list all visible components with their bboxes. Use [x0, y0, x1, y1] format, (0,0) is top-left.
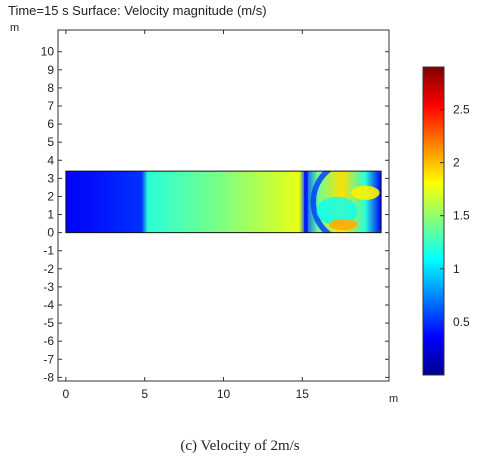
colorbar-tick-label: 1.5: [453, 209, 470, 223]
x-tick-label: 5: [141, 387, 148, 401]
y-tick-label: 6: [47, 117, 54, 131]
x-tick-label: 10: [217, 387, 231, 401]
x-axis-unit: m: [389, 393, 399, 405]
y-tick-label: 2: [47, 189, 54, 203]
velocity-field: [65, 171, 382, 233]
colorbar-tick-label: 2: [453, 156, 460, 170]
high-velocity-zone: [329, 218, 358, 231]
colorbar: [422, 66, 445, 376]
x-tick-label: 15: [296, 387, 310, 401]
y-tick-label: 10: [41, 45, 55, 59]
y-tick-label: -7: [43, 352, 54, 366]
y-tick-label: 8: [47, 81, 54, 95]
front-band: [303, 171, 308, 233]
y-tick-label: -6: [43, 334, 54, 348]
vortex-ring: [310, 171, 382, 233]
y-tick-label: -2: [43, 262, 54, 276]
colorbar-tick-label: 2.5: [453, 102, 470, 116]
colorbar-ticks: 0.5 1 1.5 2 2.5: [440, 102, 470, 329]
y-tick-label: 4: [47, 153, 54, 167]
y-tick-label: -5: [43, 316, 54, 330]
jet-streak: [351, 185, 380, 200]
y-tick-label: 3: [47, 171, 54, 185]
y-tick-label: 5: [47, 135, 54, 149]
y-tick-label: 1: [47, 208, 54, 222]
y-tick-label: 0: [47, 226, 54, 240]
y-tick-label: -1: [43, 244, 54, 258]
colorbar-tick-label: 1: [453, 262, 460, 276]
y-tick-label: -3: [43, 280, 54, 294]
y-tick-label: 7: [47, 99, 54, 113]
y-tick-label: -4: [43, 298, 54, 312]
figure-caption: (c) Velocity of 2m/s: [180, 438, 300, 454]
x-tick-label: 0: [63, 387, 70, 401]
y-tick-label: -8: [43, 370, 54, 384]
field-layer: [65, 170, 382, 234]
y-axis-unit: m: [10, 22, 20, 34]
vortex-core: [316, 196, 358, 226]
domain-outline: [65, 170, 382, 234]
colorbar-tick-label: 0.5: [453, 315, 470, 329]
plot-title: Time=15 s Surface: Velocity magnitude (m…: [8, 3, 267, 18]
y-tick-label: 9: [47, 63, 54, 77]
